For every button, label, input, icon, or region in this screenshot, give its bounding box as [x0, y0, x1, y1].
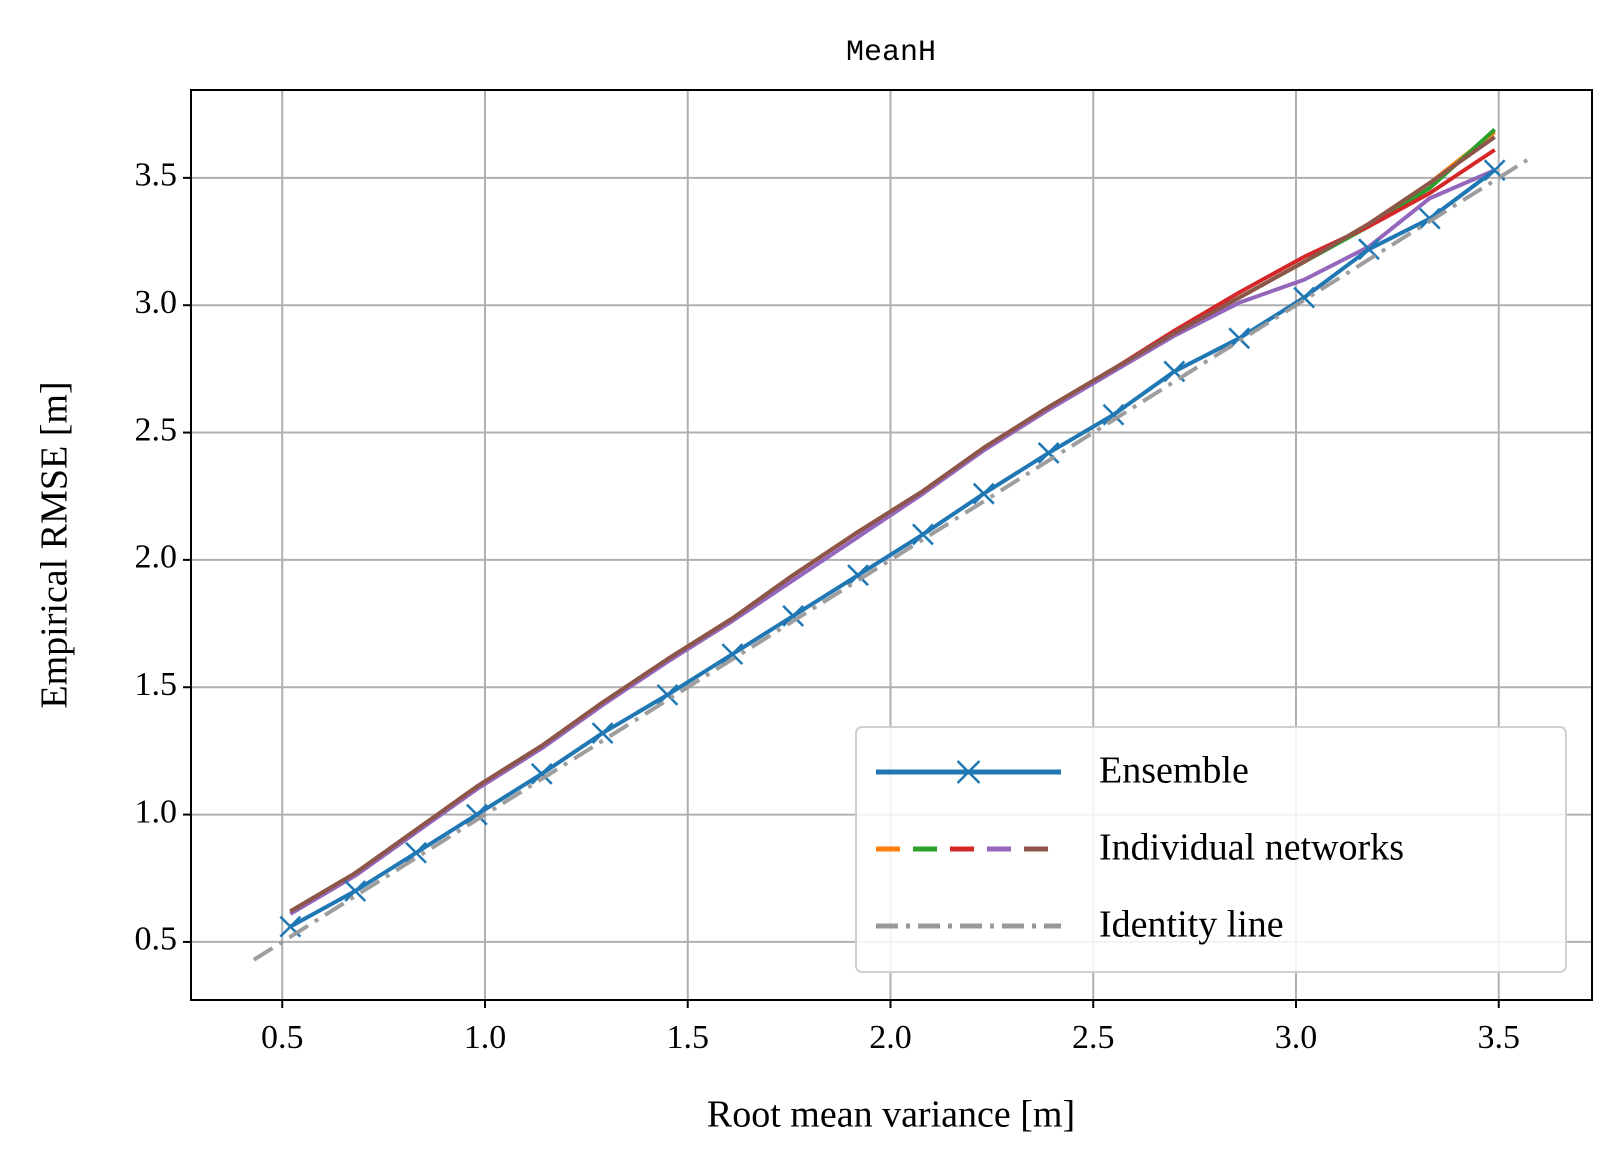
- y-tick-label: 1.0: [135, 793, 178, 830]
- marker: [530, 762, 553, 785]
- plot-frame: [190, 89, 1593, 1001]
- marker: [1102, 403, 1125, 426]
- legend-marker: [956, 760, 981, 784]
- marker: [721, 643, 744, 666]
- marker: [847, 564, 869, 587]
- y-tick-label: 1.5: [135, 666, 178, 703]
- marker: [1418, 207, 1441, 230]
- x-axis-label: Root mean variance [m]: [707, 1094, 1075, 1136]
- marker: [344, 880, 367, 902]
- x-tick-label: 1.0: [464, 1019, 507, 1056]
- marker: [1358, 238, 1380, 261]
- y-tick-label: 2.5: [135, 411, 178, 448]
- marker: [591, 722, 614, 744]
- individual-line: [289, 168, 1496, 916]
- marker: [465, 803, 488, 826]
- legend-label: Identity line: [1099, 904, 1284, 946]
- marker: [912, 523, 934, 546]
- y-tick-label: 2.0: [135, 539, 178, 576]
- y-tick-label: 0.5: [135, 921, 178, 958]
- marker: [972, 482, 995, 505]
- x-tick-label: 2.0: [869, 1019, 912, 1056]
- y-tick-label: 3.5: [135, 157, 178, 194]
- x-tick-label: 3.5: [1477, 1019, 1520, 1056]
- legend-box: [855, 726, 1567, 973]
- legend-label: Individual networks: [1099, 827, 1404, 869]
- x-tick-label: 2.5: [1072, 1019, 1115, 1056]
- y-tick-label: 3.0: [135, 284, 178, 321]
- series-line: [289, 168, 1496, 929]
- marker: [782, 605, 805, 627]
- marker: [405, 841, 427, 864]
- individual-line: [289, 135, 1496, 914]
- chart-title: MeanH: [846, 36, 936, 70]
- x-tick-label: 1.5: [666, 1019, 709, 1056]
- y-axis-label: Empirical RMSE [m]: [34, 381, 76, 708]
- x-tick-label: 0.5: [261, 1019, 304, 1056]
- marker: [656, 684, 679, 706]
- legend-label: Ensemble: [1099, 750, 1249, 792]
- marker: [1037, 442, 1060, 464]
- x-tick-label: 3.0: [1275, 1019, 1318, 1056]
